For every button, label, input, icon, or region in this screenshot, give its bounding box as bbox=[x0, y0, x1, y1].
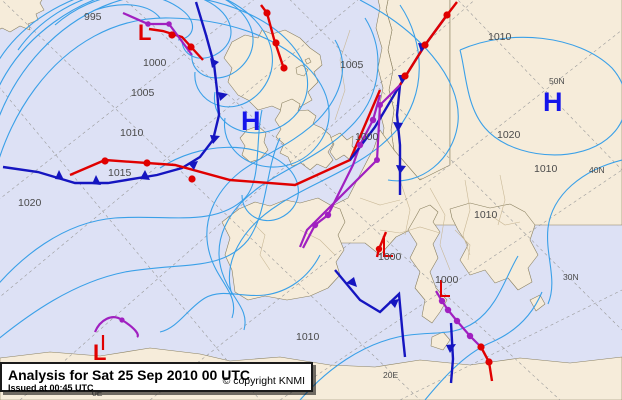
svg-text:30N: 30N bbox=[563, 272, 579, 282]
svg-text:995: 995 bbox=[84, 11, 102, 23]
svg-text:H: H bbox=[241, 106, 261, 136]
svg-text:50N: 50N bbox=[549, 76, 565, 86]
svg-text:1000: 1000 bbox=[378, 251, 402, 263]
svg-text:H: H bbox=[543, 87, 563, 117]
svg-text:1020: 1020 bbox=[497, 129, 521, 141]
svg-text:1010: 1010 bbox=[120, 127, 144, 139]
svg-text:L: L bbox=[138, 20, 151, 45]
svg-text:1000: 1000 bbox=[355, 131, 379, 143]
svg-text:1010: 1010 bbox=[488, 31, 512, 43]
svg-text:1015: 1015 bbox=[108, 167, 132, 179]
svg-text:1000: 1000 bbox=[143, 57, 167, 69]
svg-text:1020: 1020 bbox=[18, 197, 42, 209]
svg-text:1005: 1005 bbox=[340, 59, 364, 71]
svg-text:1010: 1010 bbox=[474, 209, 498, 221]
svg-text:20E: 20E bbox=[383, 370, 398, 380]
svg-text:1010: 1010 bbox=[296, 331, 320, 343]
svg-text:1010: 1010 bbox=[534, 163, 558, 175]
svg-text:40N: 40N bbox=[589, 165, 605, 175]
svg-text:1005: 1005 bbox=[131, 87, 155, 99]
svg-text:1000: 1000 bbox=[435, 274, 459, 286]
